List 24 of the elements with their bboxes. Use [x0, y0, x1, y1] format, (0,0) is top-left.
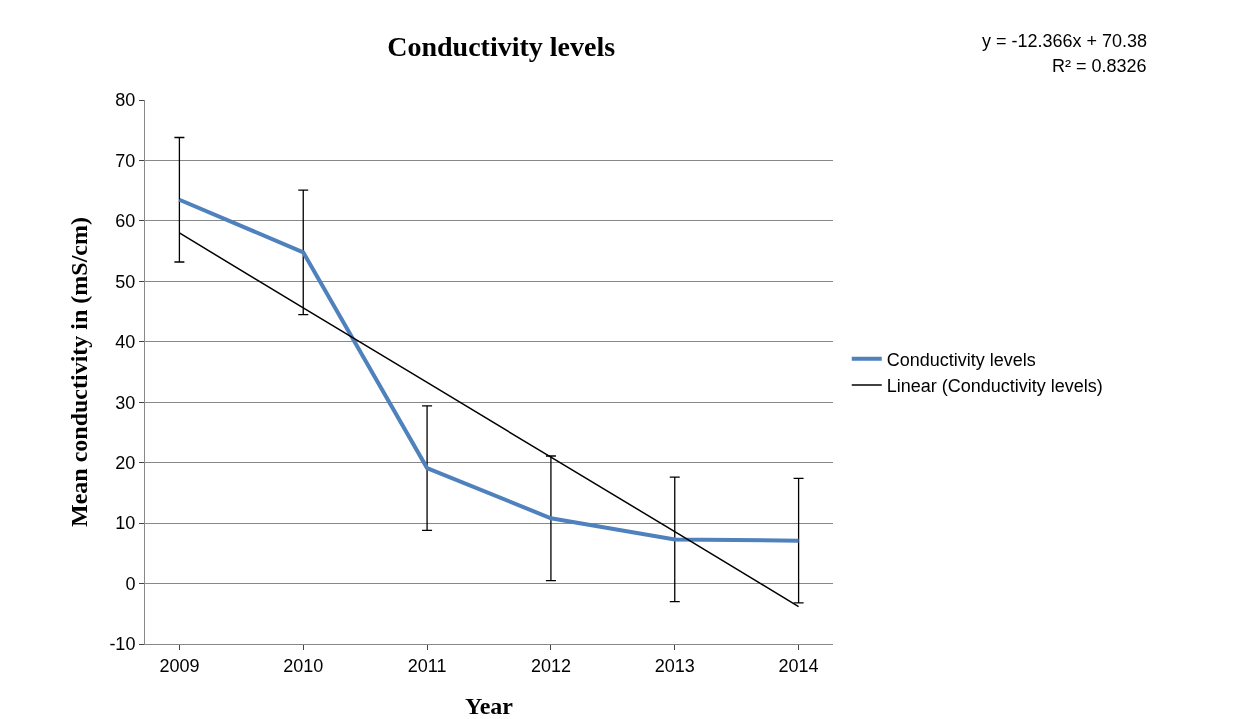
x-tick-label: 2012: [530, 655, 571, 676]
y-tick-label: -10: [109, 634, 136, 655]
legend-label: Linear (Conductivity levels): [886, 376, 1103, 397]
text: R² = 0.8326: [1052, 56, 1147, 76]
y-tick-label: 0: [125, 573, 136, 594]
y-tick-label: 80: [115, 90, 136, 111]
chart-title: Conductivity levels: [387, 30, 616, 62]
y-tick-label: 60: [115, 211, 136, 232]
text: y = -12.366x + 70.38: [982, 31, 1148, 51]
y-tick-label: 40: [115, 332, 136, 353]
x-tick-label: 2013: [654, 655, 695, 676]
x-tick-label: 2010: [283, 655, 324, 676]
y-tick-label: 20: [115, 452, 136, 473]
line-series: [177, 197, 801, 543]
x-tick-label: 2014: [778, 655, 819, 676]
y-tick-label: 10: [115, 513, 136, 534]
y-axis-title: Mean conductivity in (mS/cm): [66, 217, 92, 527]
legend-label: Conductivity levels: [886, 349, 1036, 370]
y-tick-label: 30: [115, 392, 136, 413]
x-tick-label: 2009: [159, 655, 200, 676]
x-tick-label: 2011: [407, 655, 447, 676]
y-tick-label: 50: [115, 271, 136, 292]
x-axis-title: Year: [465, 693, 514, 719]
y-tick-label: 70: [115, 150, 136, 171]
